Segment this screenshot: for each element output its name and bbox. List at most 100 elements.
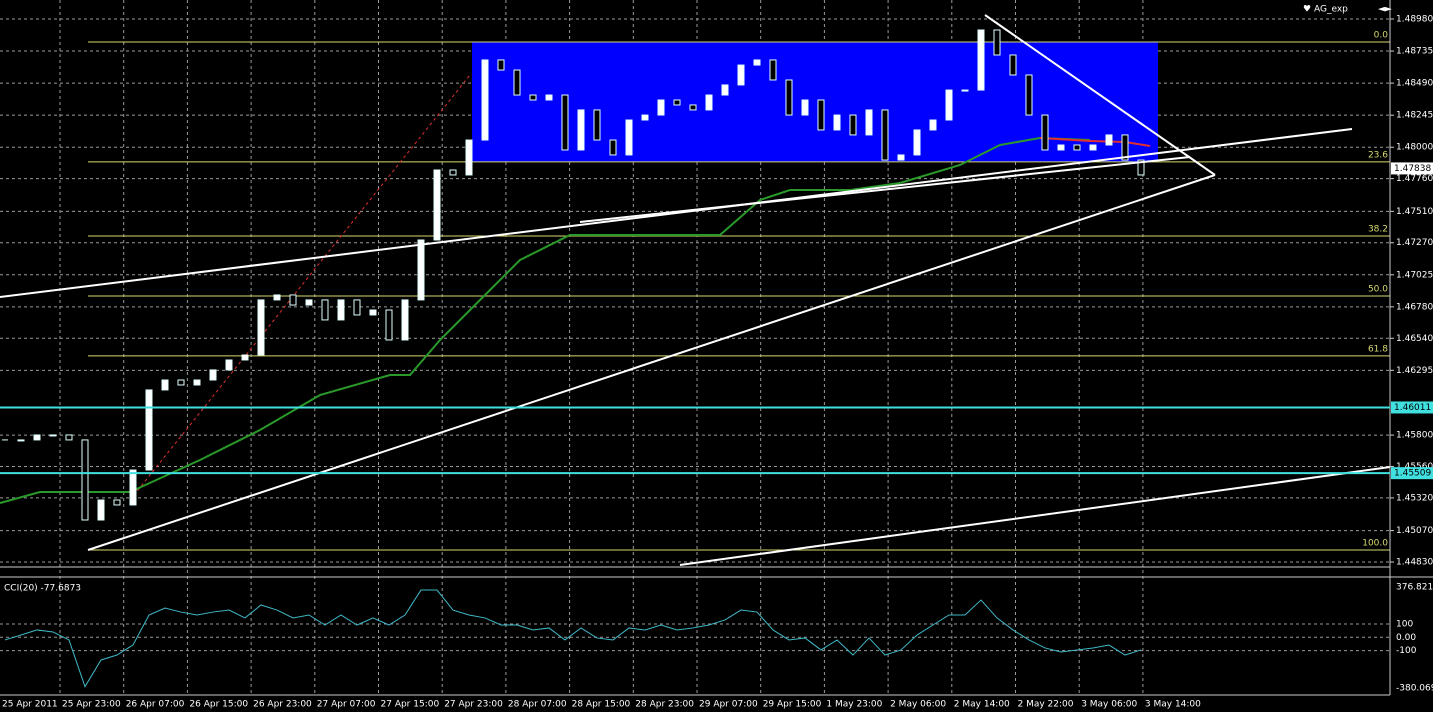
candle-body	[369, 309, 377, 316]
y-tick-label: 1.46780	[1396, 302, 1433, 312]
price-marker-box	[1391, 162, 1433, 175]
candle-body	[353, 299, 361, 316]
candle-body	[737, 64, 745, 86]
candle-body	[641, 114, 649, 121]
price-marker-label: 1.47838	[1394, 164, 1431, 174]
candle-body	[625, 119, 633, 156]
y-tick-label: 1.47270	[1396, 238, 1433, 248]
candle-body	[401, 299, 409, 341]
symbol-name: AG_exp	[1314, 5, 1348, 15]
candle-body	[273, 294, 281, 301]
candle-body	[785, 79, 793, 116]
candle-body	[961, 89, 969, 92]
y-tick-label: 1.44830	[1396, 558, 1433, 568]
candle-body	[673, 99, 681, 106]
candle-body	[529, 94, 537, 101]
x-tick-label: 1 May 23:00	[826, 700, 882, 710]
x-tick-label: 3 May 06:00	[1081, 700, 1137, 710]
y-tick-label: 1.47025	[1396, 270, 1433, 280]
trendline	[579, 156, 1191, 223]
candle-body	[881, 109, 889, 161]
x-tick-label: 28 Apr 07:00	[508, 700, 567, 710]
candle-body	[161, 379, 169, 391]
y-tick-label: 1.46295	[1396, 366, 1433, 376]
indicator-tick-label: 376.8219	[1396, 583, 1433, 593]
candle-body	[321, 299, 329, 321]
candle-body	[337, 299, 345, 321]
candle-body	[65, 434, 73, 441]
candle-body	[561, 94, 569, 151]
candle-body	[1025, 74, 1033, 116]
candle-body	[17, 439, 25, 442]
candle-body	[1057, 144, 1065, 151]
candle-body	[913, 129, 921, 156]
candle-body	[225, 359, 233, 371]
candle-body	[33, 434, 41, 441]
price-marker-label: 1.46011	[1394, 403, 1431, 413]
x-tick-label: 3 May 14:00	[1145, 700, 1201, 710]
fib-label: 38.2	[1368, 225, 1388, 235]
x-tick-label: 26 Apr 07:00	[126, 700, 185, 710]
x-tick-label: 28 Apr 23:00	[635, 700, 694, 710]
y-tick-label: 1.48735	[1396, 47, 1433, 57]
x-tick-label: 26 Apr 15:00	[189, 700, 248, 710]
candle-body	[97, 499, 105, 521]
candle-body	[257, 299, 265, 356]
candle-body	[721, 84, 729, 96]
candle-body	[609, 139, 617, 156]
trendline	[984, 14, 1216, 176]
fib-label: 100.0	[1362, 538, 1388, 548]
candle-body	[769, 59, 777, 81]
x-tick-label: 2 May 14:00	[954, 700, 1010, 710]
candle-body	[929, 119, 937, 131]
x-tick-label: 29 Apr 15:00	[763, 700, 822, 710]
x-tick-label: 29 Apr 07:00	[699, 700, 758, 710]
candle-body	[545, 94, 553, 101]
scroll-arrows[interactable]: ◄►	[1378, 5, 1392, 15]
x-tick-label: 25 Apr 2011	[2, 700, 58, 710]
candle-body	[449, 169, 457, 176]
y-tick-label: 1.48245	[1396, 111, 1433, 121]
y-tick-label: 1.48490	[1396, 79, 1433, 89]
candle-body	[833, 114, 841, 131]
candles	[2, 29, 1145, 521]
candle-body	[465, 139, 473, 176]
candle-body	[945, 89, 953, 121]
indicator-tick-label: -100	[1396, 646, 1417, 656]
candle-body	[49, 434, 57, 437]
candle-body	[113, 499, 121, 506]
x-tick-label: 26 Apr 23:00	[253, 700, 312, 710]
x-tick-label: 27 Apr 23:00	[444, 700, 503, 710]
candle-body	[177, 379, 185, 386]
y-tick-label: 1.47760	[1396, 174, 1433, 184]
candle-body	[849, 114, 857, 136]
candle-body	[801, 99, 809, 116]
candle-body	[193, 379, 201, 386]
y-tick-label: 1.46540	[1396, 334, 1433, 344]
candle-body	[241, 354, 249, 361]
candle-body	[1121, 134, 1129, 161]
x-tick-label: 27 Apr 07:00	[317, 700, 376, 710]
y-tick-label: 1.45800	[1396, 431, 1433, 441]
y-tick-label: 1.48980	[1396, 15, 1433, 25]
candle-body	[817, 99, 825, 131]
candle-body	[129, 469, 137, 506]
y-tick-label: 1.45560	[1396, 462, 1433, 472]
symbol-icon: ♥	[1303, 5, 1311, 15]
indicator-line	[4, 589, 1142, 688]
candle-body	[1073, 144, 1081, 151]
candle-body	[993, 29, 1001, 56]
candle-body	[385, 309, 393, 341]
candle-body	[1041, 114, 1049, 151]
candle-body	[145, 389, 153, 471]
candle-body	[705, 94, 713, 111]
y-tick-label: 1.47510	[1396, 207, 1433, 217]
candle-body	[1137, 159, 1145, 176]
indicator-tick-label: -380.069	[1396, 684, 1433, 694]
candle-body	[593, 109, 601, 141]
candle-body	[513, 69, 521, 96]
candle-body	[305, 299, 313, 306]
y-tick-label: 1.45070	[1396, 526, 1433, 536]
candle-body	[977, 29, 985, 91]
